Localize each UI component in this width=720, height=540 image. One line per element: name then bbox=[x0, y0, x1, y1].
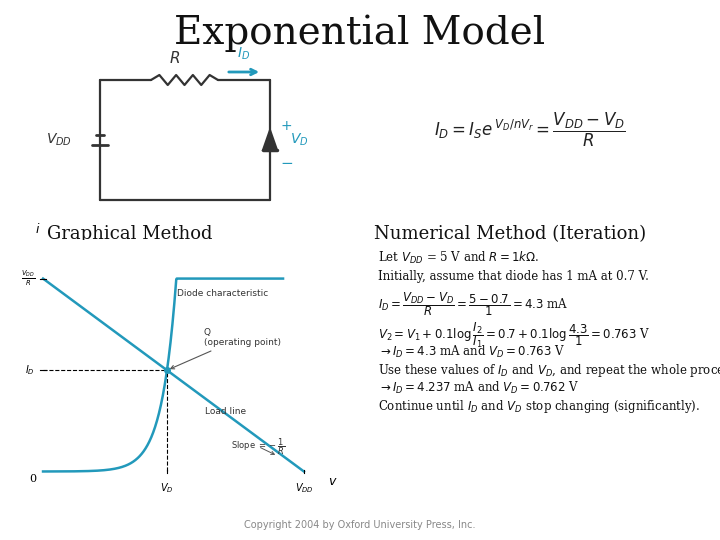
Text: $V_D$: $V_D$ bbox=[161, 481, 174, 495]
Text: $i$: $i$ bbox=[35, 222, 40, 236]
Text: Slope $= -\dfrac{1}{R}$: Slope $= -\dfrac{1}{R}$ bbox=[231, 436, 285, 457]
Text: $V_D$: $V_D$ bbox=[290, 132, 309, 148]
Text: $-$: $-$ bbox=[280, 154, 293, 170]
Text: Exponential Model: Exponential Model bbox=[174, 15, 546, 52]
Text: 0: 0 bbox=[29, 474, 36, 484]
Text: $\rightarrow I_D = 4.237$ mA and $V_D = 0.762$ V: $\rightarrow I_D = 4.237$ mA and $V_D = … bbox=[378, 380, 579, 396]
Text: Use these values of $I_D$ and $V_D$, and repeat the whole process.: Use these values of $I_D$ and $V_D$, and… bbox=[378, 362, 720, 379]
Text: Numerical Method (Iteration): Numerical Method (Iteration) bbox=[374, 225, 646, 243]
Text: $V_{DD}$: $V_{DD}$ bbox=[46, 132, 72, 148]
Text: $\rightarrow I_D = 4.3$ mA and $V_D = 0.763$ V: $\rightarrow I_D = 4.3$ mA and $V_D = 0.… bbox=[378, 344, 565, 360]
Text: $I_D$: $I_D$ bbox=[25, 363, 35, 377]
Text: Copyright 2004 by Oxford University Press, Inc.: Copyright 2004 by Oxford University Pres… bbox=[244, 520, 476, 530]
Text: $I_D$: $I_D$ bbox=[238, 45, 251, 62]
Text: $V_2 = V_1 + 0.1\log\dfrac{I_2}{I_1} = 0.7 + 0.1\log\dfrac{4.3}{1} = 0.763$ V: $V_2 = V_1 + 0.1\log\dfrac{I_2}{I_1} = 0… bbox=[378, 320, 650, 350]
Polygon shape bbox=[263, 130, 277, 150]
Text: $I_D = \dfrac{V_{DD}-V_D}{R} = \dfrac{5-0.7}{1} = 4.3$ mA: $I_D = \dfrac{V_{DD}-V_D}{R} = \dfrac{5-… bbox=[378, 290, 568, 318]
Text: Let $V_{DD}$ = 5 V and $R = 1k\Omega$.: Let $V_{DD}$ = 5 V and $R = 1k\Omega$. bbox=[378, 250, 539, 266]
Text: Graphical Method: Graphical Method bbox=[48, 225, 212, 243]
Text: $+$: $+$ bbox=[280, 119, 292, 133]
Text: $v$: $v$ bbox=[328, 475, 338, 488]
Text: Initially, assume that diode has 1 mA at 0.7 V.: Initially, assume that diode has 1 mA at… bbox=[378, 270, 649, 283]
Text: $I_D = I_S e^{\,V_D/nV_r} = \dfrac{V_{DD} - V_D}{R}$: $I_D = I_S e^{\,V_D/nV_r} = \dfrac{V_{DD… bbox=[434, 111, 626, 149]
Text: Load line: Load line bbox=[204, 407, 246, 416]
Text: $\frac{V_{DD}}{R}$: $\frac{V_{DD}}{R}$ bbox=[21, 269, 35, 288]
Text: Continue until $I_D$ and $V_D$ stop changing (significantly).: Continue until $I_D$ and $V_D$ stop chan… bbox=[378, 398, 700, 415]
Text: Diode characteristic: Diode characteristic bbox=[177, 289, 269, 298]
Text: $R$: $R$ bbox=[169, 50, 180, 66]
Text: $V_{DD}$: $V_{DD}$ bbox=[294, 481, 313, 495]
Text: Q
(operating point): Q (operating point) bbox=[171, 328, 281, 369]
